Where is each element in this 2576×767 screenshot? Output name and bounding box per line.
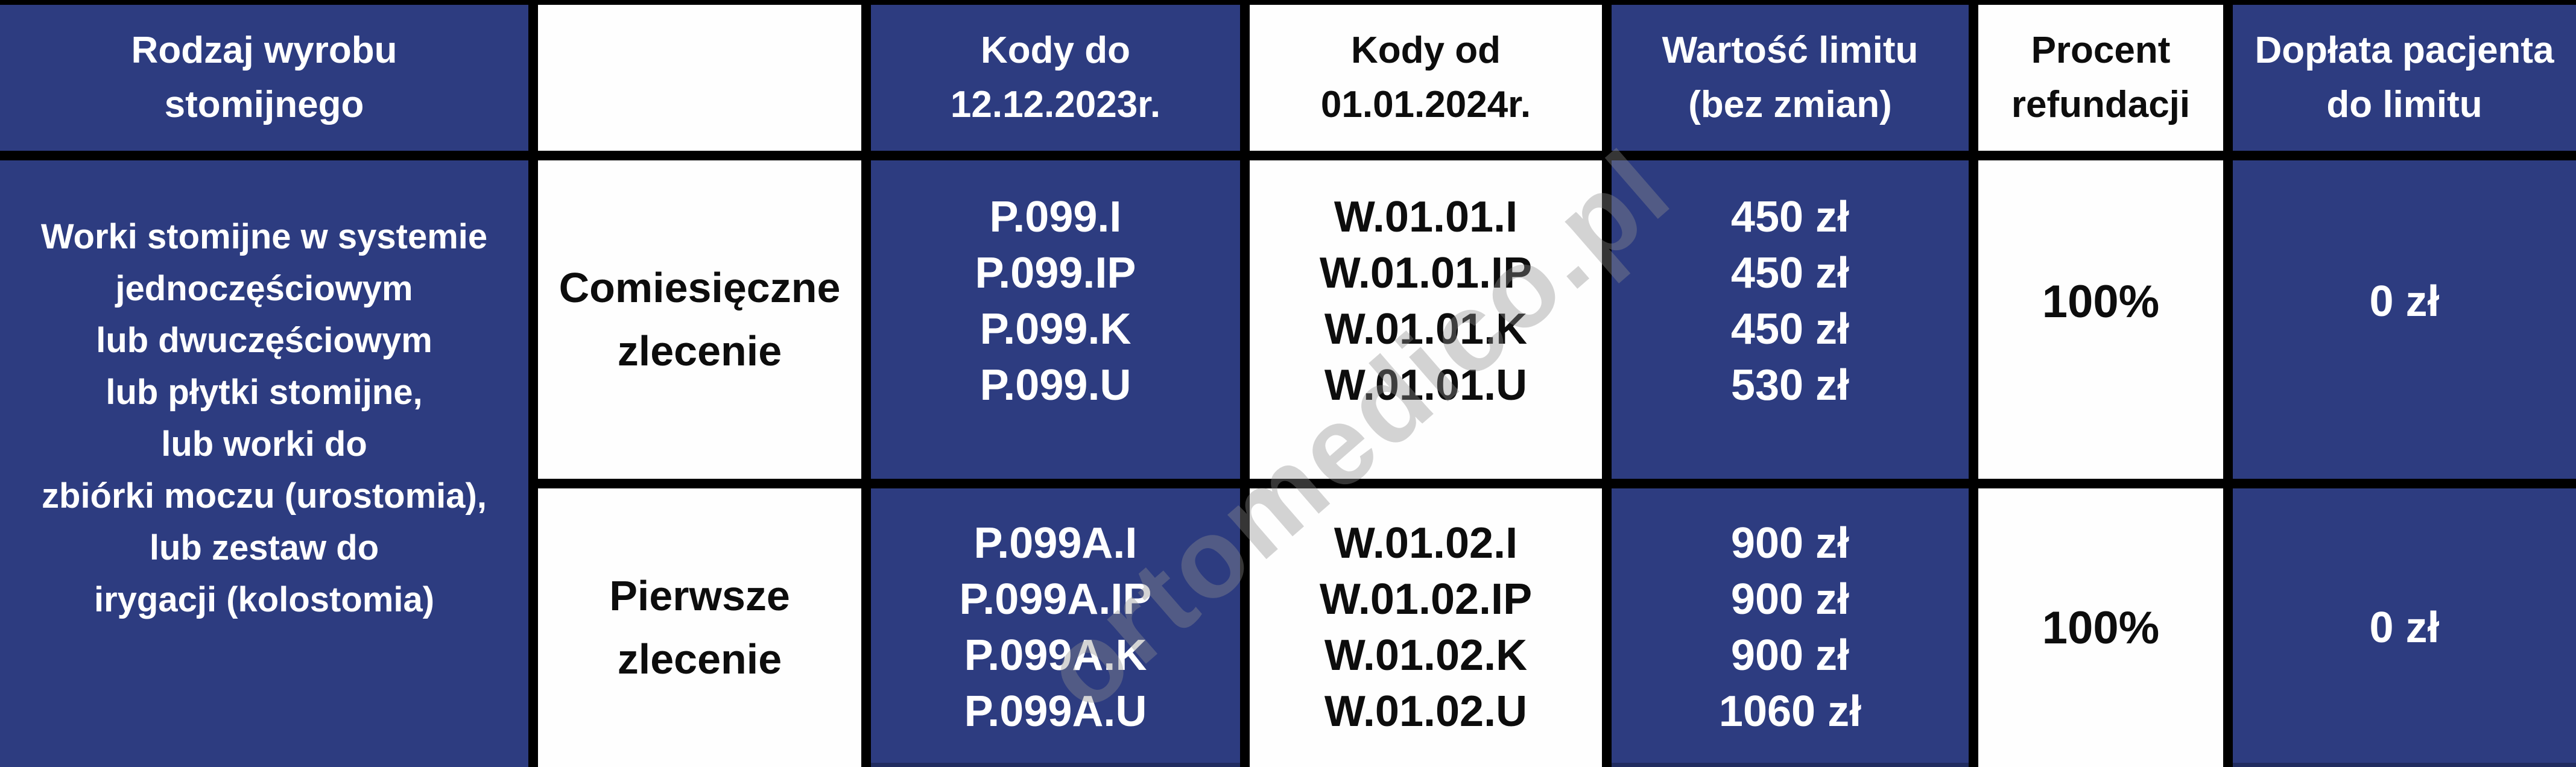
header-cell-limit: Wartość limitu (bez zmian) <box>1612 5 1969 151</box>
cell-copay-row2: 0 zł <box>2233 488 2576 767</box>
product-line: lub dwuczęściowym <box>96 321 432 360</box>
code-line: P.099A.I <box>973 519 1138 567</box>
header-line: do limitu <box>2326 84 2483 125</box>
code-line: W.01.02.K <box>1324 631 1528 680</box>
cell-refund-row1: 100% <box>1978 160 2223 479</box>
code-line: P.099A.K <box>964 631 1147 680</box>
refund-value: 100% <box>2042 276 2160 327</box>
order-type-line: Comiesięczne <box>559 264 841 311</box>
code-line: W.01.02.I <box>1334 519 1518 567</box>
order-type-line: zlecenie <box>617 327 782 374</box>
cell-order-type-row2: Pierwsze zlecenie <box>538 488 861 767</box>
header-line: 12.12.2023r. <box>950 84 1161 125</box>
product-line: lub zestaw do <box>149 528 379 567</box>
code-line: P.099A.IP <box>959 575 1152 623</box>
header-cell-codes-new: Kody od 01.01.2024r. <box>1250 5 1602 151</box>
cell-refund-row2: 100% <box>1978 488 2223 767</box>
header-line: Wartość limitu <box>1662 30 1919 72</box>
header-cell-codes-old: Kody do 12.12.2023r. <box>871 5 1240 151</box>
limit-value-line: 900 zł <box>1730 519 1850 567</box>
header-cell-refund: Procent refundacji <box>1978 5 2223 151</box>
cell-limit-values-row1: 450 zł 450 zł 450 zł 530 zł <box>1612 160 1969 479</box>
copay-value: 0 zł <box>2369 277 2440 326</box>
product-line: irygacji (kolostomia) <box>93 580 435 619</box>
header-line: Dopłata pacjenta <box>2255 30 2554 72</box>
header-line: Kody od <box>1351 30 1501 72</box>
cell-product-description: Worki stomijne w systemie jednoczęściowy… <box>0 160 528 767</box>
limit-value-line: 1060 zł <box>1718 687 1862 736</box>
limit-value-line: 450 zł <box>1730 305 1850 353</box>
cell-limit-values-row2: 900 zł 900 zł 900 zł 1060 zł <box>1612 488 1969 767</box>
header-line: Procent <box>2031 30 2171 72</box>
header-line: (bez zmian) <box>1688 84 1892 125</box>
product-line: lub worki do <box>161 425 367 464</box>
header-line: Kody do <box>981 30 1130 72</box>
code-line: P.099.IP <box>975 249 1136 297</box>
product-line: zbiórki moczu (urostomia), <box>42 476 487 516</box>
copay-value: 0 zł <box>2369 604 2440 652</box>
code-line: W.01.01.U <box>1324 361 1528 409</box>
product-line: lub płytki stomijne, <box>106 373 423 412</box>
refund-value: 100% <box>2042 602 2160 654</box>
limit-value-line: 900 zł <box>1730 575 1850 623</box>
cell-order-type-row1: Comiesięczne zlecenie <box>538 160 861 479</box>
cell-copay-row1: 0 zł <box>2233 160 2576 479</box>
order-type-line: Pierwsze <box>609 572 790 619</box>
limit-value-line: 530 zł <box>1730 361 1850 409</box>
header-line: refundacji <box>2011 84 2191 125</box>
header-cell-copay: Dopłata pacjenta do limitu <box>2233 5 2576 151</box>
code-line: W.01.01.K <box>1324 305 1528 353</box>
header-line: Rodzaj wyrobu <box>131 30 397 72</box>
product-line: Worki stomijne w systemie <box>40 217 488 256</box>
code-line: P.099.U <box>979 361 1131 409</box>
header-line: stomijnego <box>164 84 364 125</box>
order-type-line: zlecenie <box>617 636 782 683</box>
header-line: 01.01.2024r. <box>1320 84 1531 125</box>
code-line: P.099.K <box>979 305 1131 353</box>
code-line: W.01.02.U <box>1324 687 1528 736</box>
code-line: W.01.01.IP <box>1319 249 1533 297</box>
limit-value-line: 900 zł <box>1730 631 1850 680</box>
cell-codes-old-row2: P.099A.I P.099A.IP P.099A.K P.099A.U <box>871 488 1240 767</box>
code-line: P.099A.U <box>964 687 1147 736</box>
cell-codes-new-row2: W.01.02.I W.01.02.IP W.01.02.K W.01.02.U <box>1250 488 1602 767</box>
code-line: P.099.I <box>989 193 1122 241</box>
header-cell-order-type-empty <box>538 5 861 151</box>
limit-value-line: 450 zł <box>1730 249 1850 297</box>
code-line: W.01.01.I <box>1334 193 1518 241</box>
limit-value-line: 450 zł <box>1730 193 1850 241</box>
code-line: W.01.02.IP <box>1319 575 1533 623</box>
cell-codes-old-row1: P.099.I P.099.IP P.099.K P.099.U <box>871 160 1240 479</box>
product-line: jednoczęściowym <box>115 269 413 308</box>
header-cell-product: Rodzaj wyrobu stomijnego <box>0 5 528 151</box>
cell-codes-new-row1: W.01.01.I W.01.01.IP W.01.01.K W.01.01.U <box>1250 160 1602 479</box>
